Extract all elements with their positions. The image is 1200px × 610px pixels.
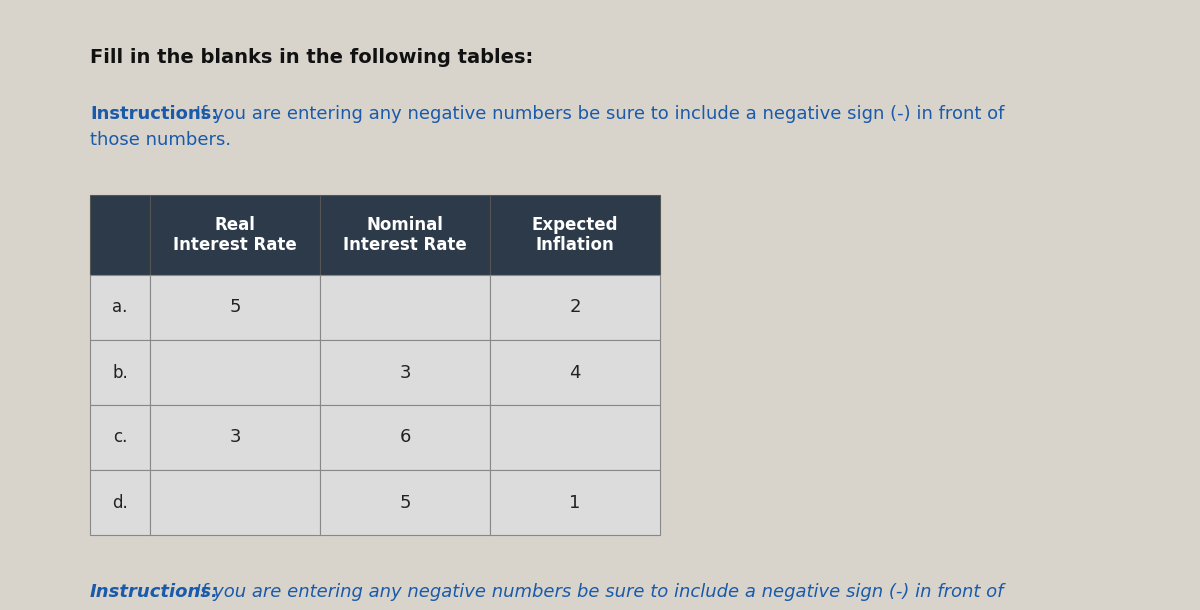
Bar — [320, 275, 490, 340]
Text: a.: a. — [113, 298, 127, 317]
Bar — [90, 275, 150, 340]
Text: Real
Interest Rate: Real Interest Rate — [173, 215, 296, 254]
Bar — [490, 195, 660, 275]
Bar — [490, 275, 660, 340]
Text: 2: 2 — [569, 298, 581, 317]
Bar — [320, 195, 490, 275]
Bar — [320, 470, 490, 535]
Bar — [490, 405, 660, 470]
Text: 5: 5 — [400, 493, 410, 512]
Text: 6: 6 — [400, 428, 410, 447]
Text: If you are entering any negative numbers be sure to include a negative sign (-) : If you are entering any negative numbers… — [190, 105, 1004, 123]
Text: 3: 3 — [400, 364, 410, 381]
Bar — [490, 340, 660, 405]
Text: Expected
Inflation: Expected Inflation — [532, 215, 618, 254]
Text: 5: 5 — [229, 298, 241, 317]
Text: Nominal
Interest Rate: Nominal Interest Rate — [343, 215, 467, 254]
Text: b.: b. — [112, 364, 128, 381]
Text: those numbers.: those numbers. — [90, 131, 232, 149]
Text: 3: 3 — [229, 428, 241, 447]
Text: 1: 1 — [569, 493, 581, 512]
Text: Fill in the blanks in the following tables:: Fill in the blanks in the following tabl… — [90, 48, 533, 67]
Bar — [490, 470, 660, 535]
Text: 4: 4 — [569, 364, 581, 381]
Bar — [90, 340, 150, 405]
Text: c.: c. — [113, 428, 127, 447]
Bar — [150, 340, 320, 405]
Bar — [150, 195, 320, 275]
Bar — [320, 340, 490, 405]
Bar — [150, 405, 320, 470]
Bar — [150, 275, 320, 340]
Bar — [150, 470, 320, 535]
Text: Instructions:: Instructions: — [90, 105, 218, 123]
Text: If you are entering any negative numbers be sure to include a negative sign (-) : If you are entering any negative numbers… — [190, 583, 1003, 601]
Bar — [90, 470, 150, 535]
Bar — [320, 405, 490, 470]
Bar — [90, 405, 150, 470]
Text: Instructions:: Instructions: — [90, 583, 220, 601]
Text: d.: d. — [112, 493, 128, 512]
Bar — [90, 195, 150, 275]
